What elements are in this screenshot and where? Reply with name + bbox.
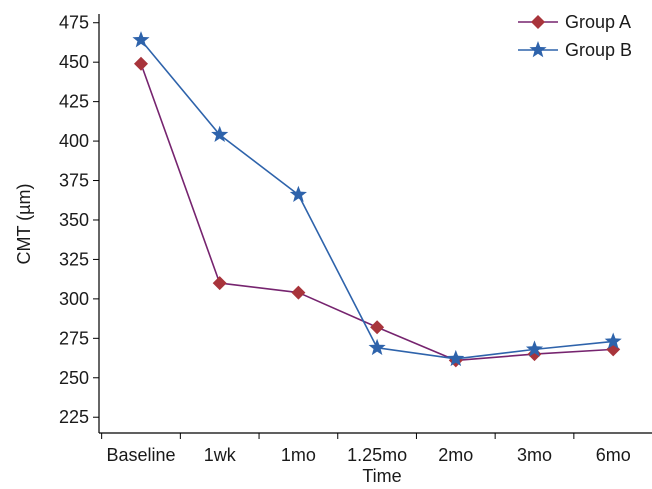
- y-tick-label: 350: [59, 210, 89, 230]
- y-tick-label: 325: [59, 249, 89, 269]
- data-point: [291, 285, 306, 300]
- y-tick-label: 300: [59, 289, 89, 309]
- x-tick-label: 1mo: [281, 445, 316, 465]
- legend-item: Group B: [518, 40, 632, 60]
- data-point: [134, 56, 148, 71]
- series-1: [134, 56, 621, 368]
- data-point: [289, 185, 307, 203]
- series-2: [132, 31, 622, 367]
- data-point: [525, 340, 544, 357]
- x-tick-label: 2mo: [438, 445, 473, 465]
- x-tick-label: Baseline: [106, 445, 175, 465]
- legend-label: Group B: [565, 40, 632, 60]
- y-tick-label: 425: [59, 92, 89, 112]
- x-tick-label: 6mo: [596, 445, 631, 465]
- y-tick-label: 375: [59, 171, 89, 191]
- legend: Group A Group B: [518, 12, 632, 60]
- axes: [98, 14, 652, 434]
- y-axis-title: CMT (µm): [14, 183, 34, 264]
- x-axis-ticks: Baseline 1wk 1mo 1.25mo 2mo 3mo 6mo: [101, 433, 631, 465]
- data-point: [132, 31, 150, 48]
- y-tick-label: 475: [59, 13, 89, 33]
- y-tick-label: 225: [59, 407, 89, 427]
- data-point: [370, 320, 385, 335]
- series-line: [140, 39, 614, 360]
- y-tick-label: 250: [59, 368, 89, 388]
- x-tick-label: 1wk: [204, 445, 237, 465]
- legend-item: Group A: [518, 12, 631, 32]
- y-tick-label: 400: [59, 131, 89, 151]
- data-point: [212, 276, 227, 291]
- data-point: [368, 338, 386, 356]
- series-line: [140, 63, 614, 362]
- series-layer: [132, 31, 622, 368]
- y-axis-ticks: 225 250 275 300 325 350 375 400 425 450 475: [59, 13, 99, 427]
- x-axis-title: Time: [362, 466, 401, 486]
- y-tick-label: 275: [59, 328, 89, 348]
- legend-label: Group A: [565, 12, 631, 32]
- legend-marker: [529, 41, 547, 58]
- legend-marker: [531, 15, 545, 29]
- data-point: [447, 349, 465, 367]
- data-point: [604, 332, 622, 349]
- y-tick-label: 450: [59, 52, 89, 72]
- x-tick-label: 1.25mo: [347, 445, 407, 465]
- data-point: [211, 125, 229, 143]
- x-tick-label: 3mo: [517, 445, 552, 465]
